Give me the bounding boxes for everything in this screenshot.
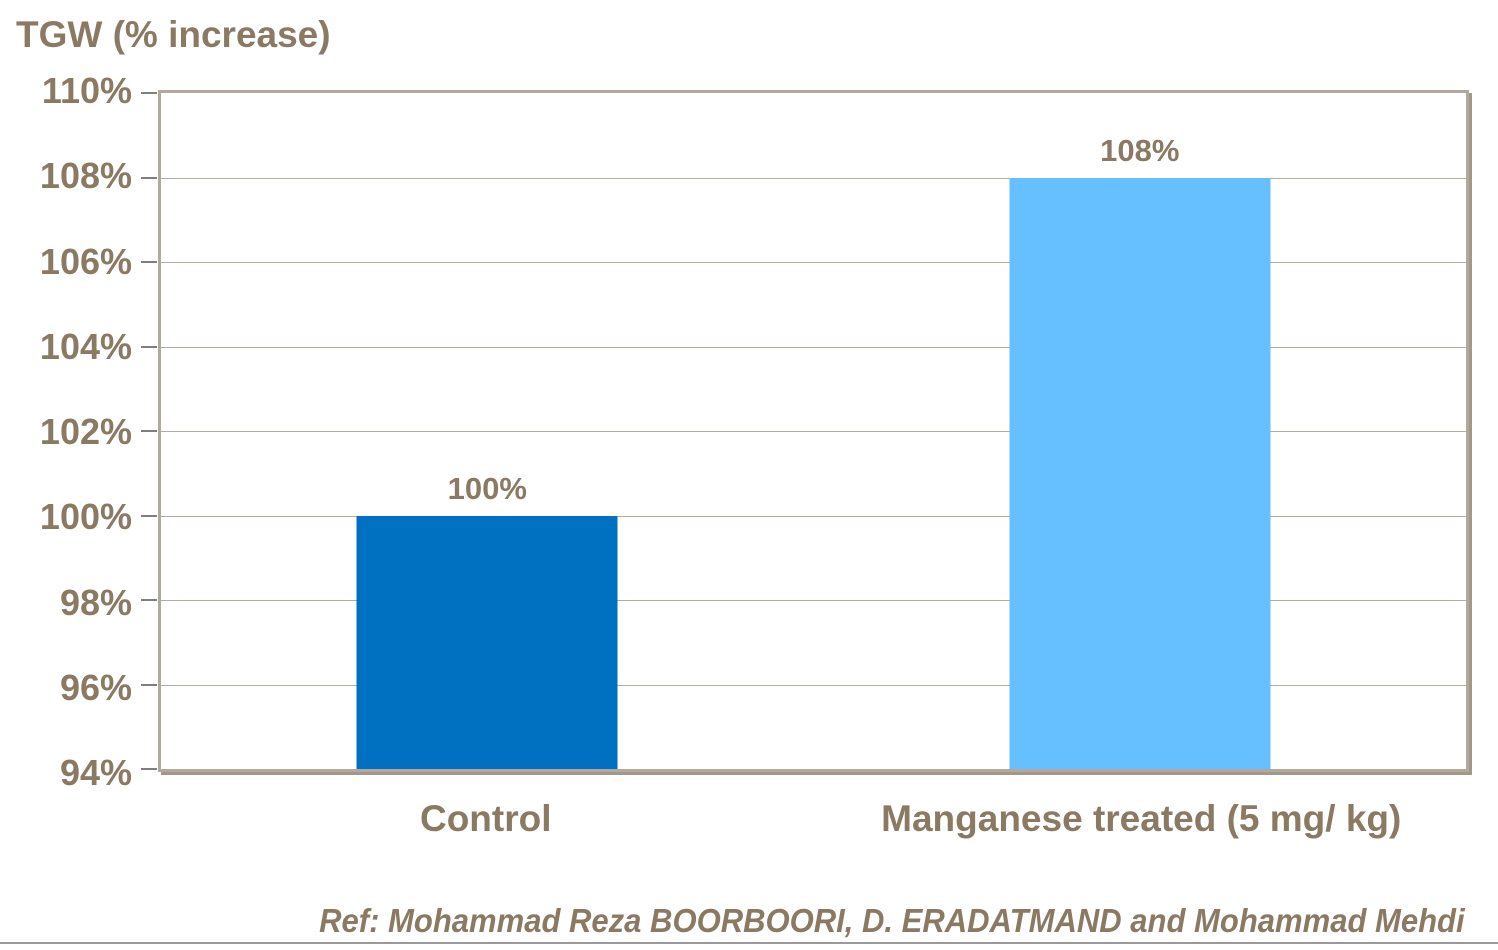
x-axis-labels: Control Manganese treated (5 mg/ kg) [158,800,1469,850]
x-category-label-manganese: Manganese treated (5 mg/ kg) [881,798,1402,839]
y-tick-label: 98% [59,581,132,623]
bar-value-label-manganese: 108% [1100,132,1180,168]
y-tick-label: 100% [39,496,132,538]
y-tick-mark [141,683,157,686]
y-tick-mark [141,599,157,601]
y-tick-label: 108% [39,155,132,197]
gridline [161,515,1466,517]
y-tick-mark [141,176,157,179]
gridline [161,177,1466,179]
y-tick-mark [141,768,157,770]
y-tick-mark [141,261,157,263]
bar-manganese [1009,177,1271,769]
y-axis-labels: 94% 96% 98% 100% 102% 104% 106% 108% 110% [0,73,132,791]
gridline [161,346,1466,348]
y-tick-label: 104% [39,325,132,367]
y-tick-mark [141,92,157,94]
y-tick-label: 110% [41,70,132,111]
bar-value-label-control: 100% [447,470,527,506]
gridline [161,431,1466,432]
x-category-label-control: Control [419,798,552,839]
bar-control [356,515,618,769]
y-tick-label: 102% [39,411,132,452]
y-tick-label: 96% [59,666,132,708]
gridline [161,262,1466,263]
y-tick-mark [141,430,157,432]
gridline [161,600,1466,601]
y-tick-label: 106% [39,240,132,282]
plot-area: 100% 108% [141,90,1469,772]
gridline [161,684,1466,686]
y-tick-mark [141,514,157,517]
reference-citation: Ref: Mohammad Reza BOORBOORI, D. ERADATM… [319,902,1465,939]
y-tick-mark [141,345,157,348]
y-tick-label: 94% [59,752,132,793]
footer-divider [0,942,1498,944]
chart-title: TGW (% increase) [16,14,331,55]
